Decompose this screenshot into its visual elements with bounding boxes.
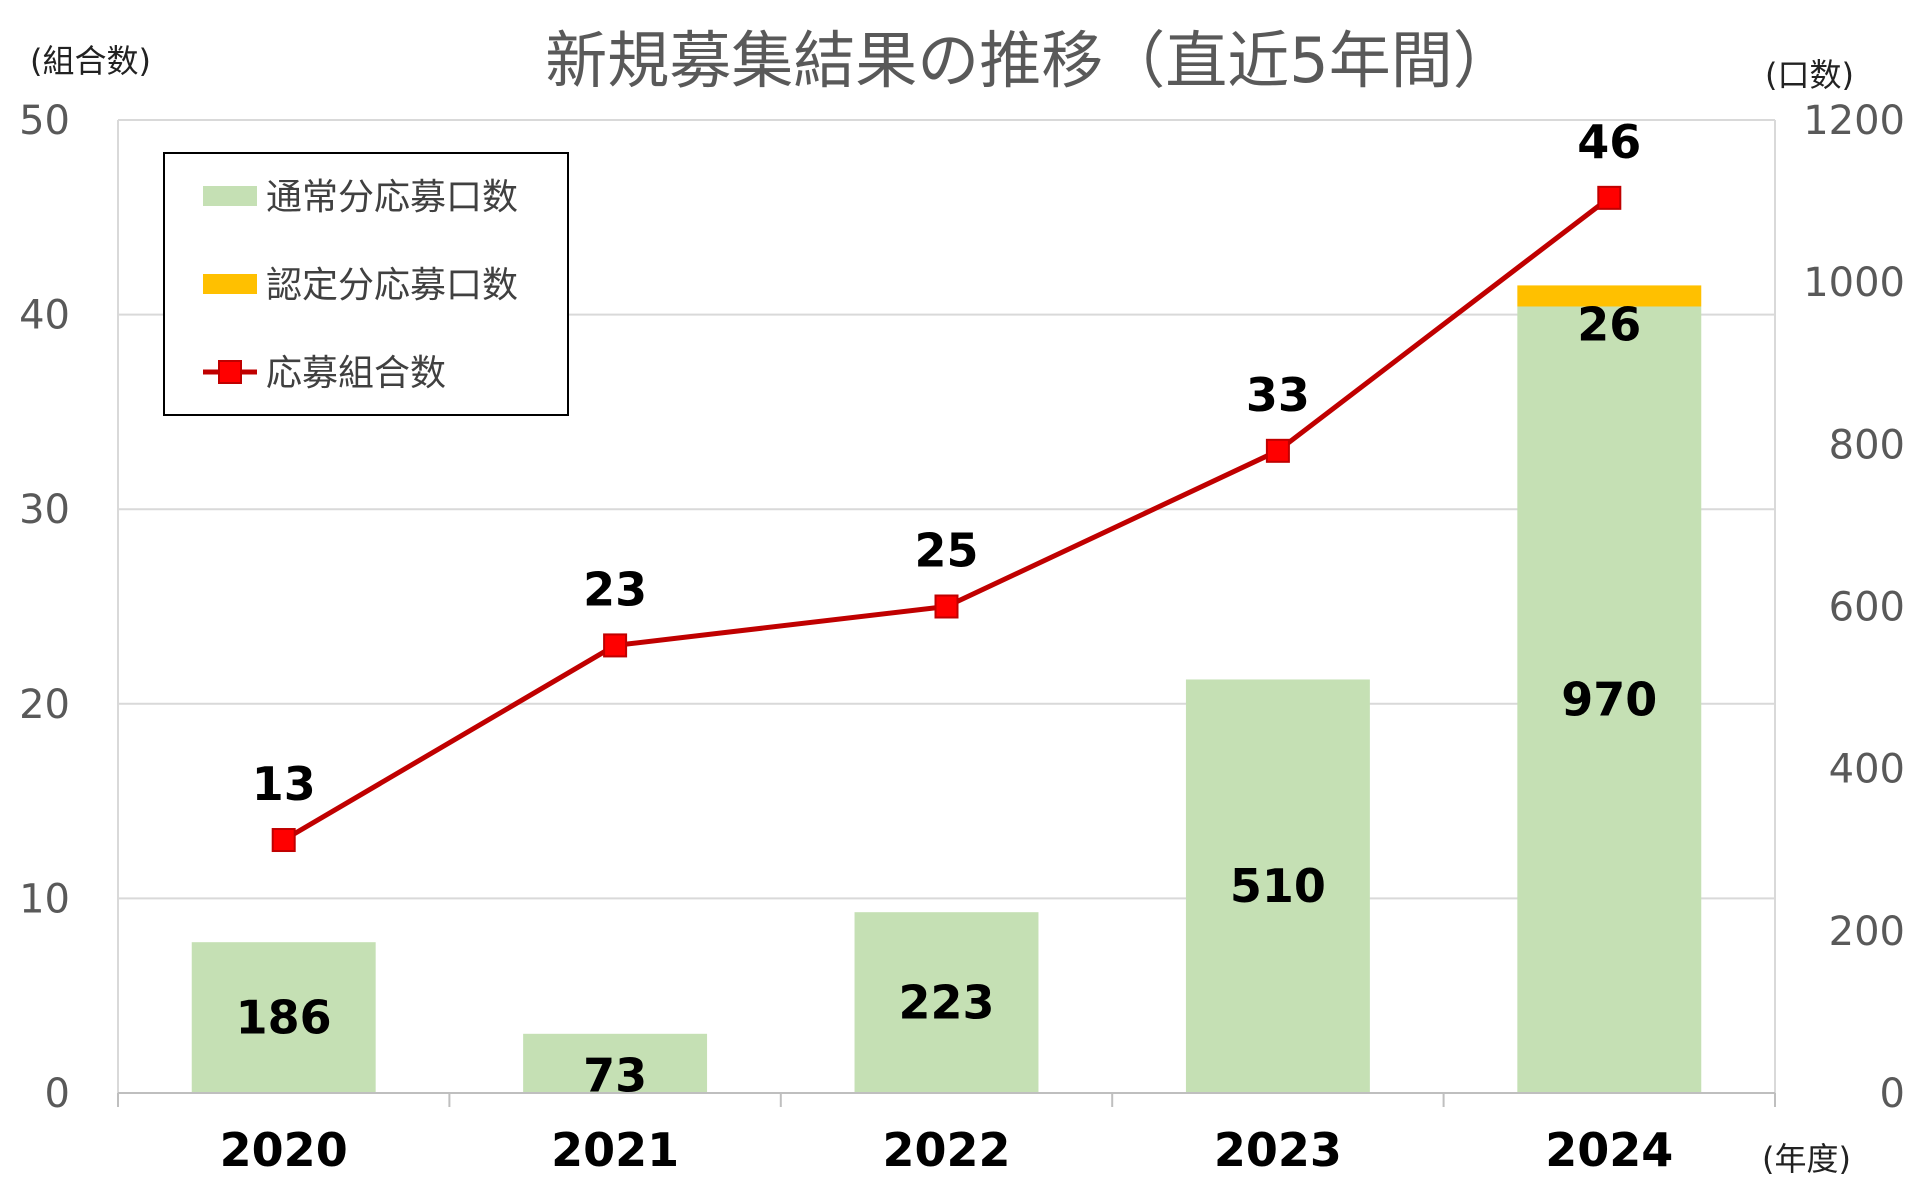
axes: 0 10 20 30 40 50 0 200 400 600 800 1000 1200 2020 2021… [19, 98, 1905, 1177]
left-axis-tick-label: 0 [45, 1071, 70, 1117]
legend-swatch [203, 274, 257, 294]
line-data-label: 33 [1246, 368, 1310, 422]
chart-title: 新規募集結果の推移（直近5年間） [545, 24, 1514, 97]
bar [1185, 679, 1370, 1093]
right-axis-unit: (口数) [1765, 56, 1854, 94]
right-axis-tick-label: 400 [1829, 747, 1905, 793]
x-axis-tick-label: 2022 [882, 1123, 1010, 1177]
left-axis-unit: (組合数) [30, 42, 151, 80]
right-axis-tick-label: 1000 [1803, 260, 1905, 306]
line-point [603, 633, 628, 658]
bar-data-label: 510 [1230, 859, 1326, 913]
legend-label: 認定分応募口数 [266, 265, 518, 306]
left-axis-tick-label: 20 [19, 682, 70, 728]
right-axis-tick-label: 800 [1829, 422, 1905, 468]
right-axis-tick-label: 200 [1829, 909, 1905, 955]
legend-marker [218, 360, 242, 384]
data-labels: 186 73 223 510 970 26 13 23 25 33 46 [236, 115, 1658, 1103]
bar-data-label: 73 [583, 1048, 647, 1102]
bar-series [191, 285, 1702, 1093]
x-axis-tick-label: 2020 [220, 1123, 348, 1177]
legend-label: 応募組合数 [266, 353, 446, 394]
left-axis-tick-label: 40 [19, 293, 70, 339]
left-axis-tick-label: 10 [19, 876, 70, 922]
line-data-label: 46 [1577, 115, 1641, 169]
x-axis-tick-label: 2024 [1545, 1123, 1673, 1177]
legend-swatch [203, 186, 257, 206]
line-point [934, 594, 959, 619]
line-point [271, 828, 296, 853]
bar-data-label: 970 [1561, 673, 1657, 727]
bar [1517, 285, 1702, 307]
line-point [1265, 438, 1290, 463]
bar [1517, 306, 1702, 1093]
line-series [271, 185, 1622, 853]
x-axis-unit: (年度) [1762, 1140, 1851, 1178]
line-point [1597, 185, 1622, 210]
line-data-label: 23 [583, 562, 647, 616]
x-axis-tick-label: 2021 [551, 1123, 679, 1177]
right-axis-tick-label: 0 [1880, 1071, 1905, 1117]
line-data-label: 13 [252, 757, 316, 811]
x-axis-tick-label: 2023 [1214, 1123, 1342, 1177]
bar-data-label: 186 [236, 991, 332, 1045]
bar-data-label: 26 [1577, 297, 1641, 351]
left-axis-tick-label: 50 [19, 98, 70, 144]
bar [523, 1033, 708, 1093]
bar-data-label: 223 [898, 976, 994, 1030]
line-data-label: 25 [914, 524, 978, 578]
legend-label: 通常分応募口数 [266, 177, 518, 218]
right-axis-tick-label: 600 [1829, 585, 1905, 631]
right-axis-tick-label: 1200 [1803, 98, 1905, 144]
left-axis-tick-label: 30 [19, 487, 70, 533]
bar [854, 912, 1039, 1093]
bar [191, 942, 376, 1093]
